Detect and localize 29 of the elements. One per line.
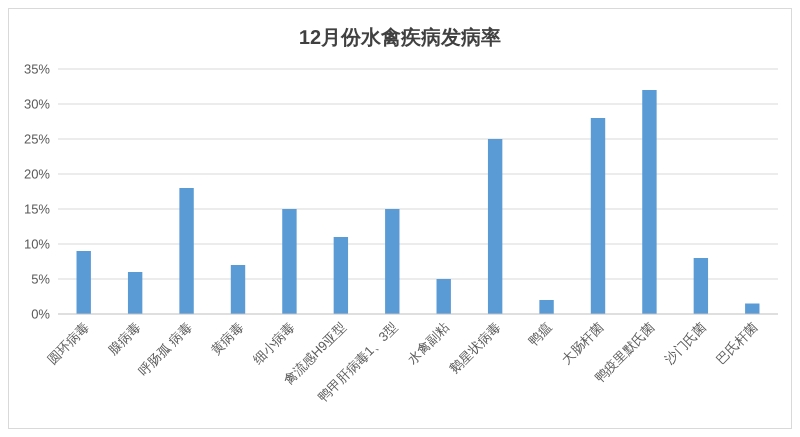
bar — [385, 209, 400, 314]
bar — [539, 300, 554, 314]
y-tick-label: 15% — [24, 202, 50, 217]
bar — [488, 139, 502, 314]
y-tick-label: 25% — [24, 132, 50, 147]
bar — [128, 272, 142, 314]
x-tick-label: 腺病毒 — [105, 320, 144, 358]
x-tick-label: 鸭瘟 — [526, 320, 555, 349]
bar — [334, 237, 348, 314]
y-tick-label: 20% — [24, 166, 50, 182]
bar — [590, 118, 606, 314]
x-tick-label: 圆环病毒 — [44, 320, 92, 367]
x-tick-label: 沙门氏菌 — [662, 320, 709, 367]
bar — [179, 188, 194, 314]
bar — [694, 258, 708, 314]
bar — [76, 251, 91, 314]
bar — [745, 304, 760, 314]
bar — [230, 265, 246, 314]
bar — [642, 90, 657, 314]
y-tick-label: 35% — [24, 62, 50, 77]
y-tick-label: 0% — [31, 306, 50, 322]
bar — [436, 279, 451, 314]
bar — [282, 209, 297, 314]
x-tick-label: 巴氏杆菌 — [713, 320, 760, 367]
y-tick-label: 10% — [24, 236, 50, 252]
x-tick-label: 黄病毒 — [208, 320, 246, 358]
y-tick-label: 5% — [31, 272, 50, 287]
chart-title: 12月份水禽疾病发病率 — [298, 26, 502, 49]
y-tick-label: 30% — [24, 96, 50, 112]
